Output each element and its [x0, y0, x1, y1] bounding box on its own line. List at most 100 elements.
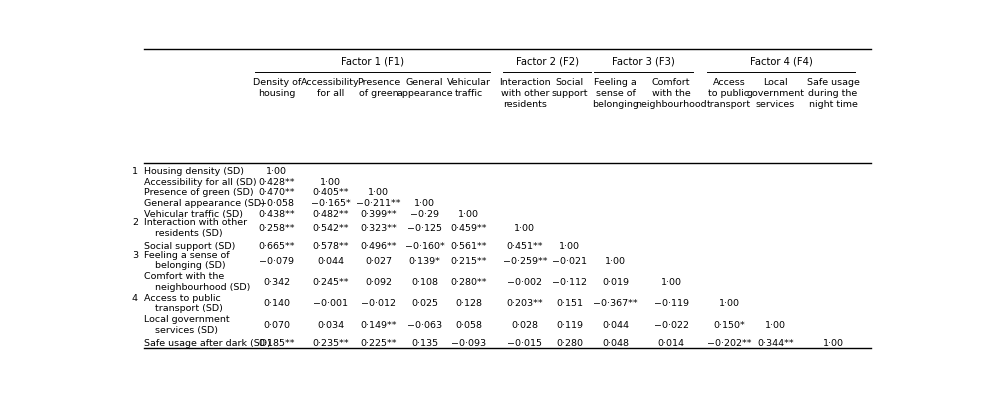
Text: 0·044: 0·044 [317, 256, 344, 265]
Text: 0·245**: 0·245** [312, 278, 349, 287]
Text: −0·022: −0·022 [654, 321, 689, 330]
Text: Social support (SD): Social support (SD) [143, 242, 235, 251]
Text: 0·438**: 0·438** [258, 210, 295, 219]
Text: 0·578**: 0·578** [312, 242, 349, 251]
Text: Access
to public
transport: Access to public transport [707, 78, 751, 109]
Text: −0·058: −0·058 [259, 199, 294, 208]
Text: transport (SD): transport (SD) [155, 304, 223, 313]
Text: 0·323**: 0·323** [360, 224, 397, 233]
Text: Vehicular
traffic: Vehicular traffic [446, 78, 491, 98]
Text: services (SD): services (SD) [155, 326, 218, 335]
Text: Social
support: Social support [552, 78, 587, 98]
Text: 0·034: 0·034 [317, 321, 344, 330]
Text: Presence of green (SD): Presence of green (SD) [143, 188, 253, 198]
Text: 0·451**: 0·451** [507, 242, 543, 251]
Text: 1·00: 1·00 [414, 199, 435, 208]
Text: 0·344**: 0·344** [756, 339, 793, 348]
Text: General appearance (SD): General appearance (SD) [143, 199, 264, 208]
Text: 3: 3 [132, 250, 138, 260]
Text: 0·215**: 0·215** [450, 256, 487, 265]
Text: 0·185**: 0·185** [258, 339, 295, 348]
Text: 0·135: 0·135 [412, 339, 438, 348]
Text: Interaction
with other
residents: Interaction with other residents [499, 78, 551, 109]
Text: 0·561**: 0·561** [450, 242, 487, 251]
Text: 0·280: 0·280 [556, 339, 583, 348]
Text: 0·470**: 0·470** [258, 188, 295, 198]
Text: 1·00: 1·00 [559, 242, 580, 251]
Text: −0·29: −0·29 [411, 210, 439, 219]
Text: 0·258**: 0·258** [258, 224, 295, 233]
Text: Safe usage
during the
night time: Safe usage during the night time [806, 78, 860, 109]
Text: 0·128: 0·128 [455, 299, 482, 308]
Text: 1·00: 1·00 [822, 339, 844, 348]
Text: 0·028: 0·028 [511, 321, 539, 330]
Text: 0·482**: 0·482** [312, 210, 349, 219]
Text: 1·00: 1·00 [320, 178, 341, 186]
Text: 0·150*: 0·150* [713, 321, 745, 330]
Text: −0·021: −0·021 [552, 256, 587, 265]
Text: Interaction with other: Interaction with other [143, 218, 247, 228]
Text: Factor 3 (F3): Factor 3 (F3) [612, 56, 675, 66]
Text: 0·542**: 0·542** [312, 224, 349, 233]
Text: 0·405**: 0·405** [312, 188, 349, 198]
Text: Factor 1 (F1): Factor 1 (F1) [341, 56, 405, 66]
Text: 0·665**: 0·665** [258, 242, 295, 251]
Text: −0·015: −0·015 [507, 339, 543, 348]
Text: −0·112: −0·112 [552, 278, 587, 287]
Text: Comfort with the: Comfort with the [143, 272, 224, 281]
Text: 1·00: 1·00 [605, 256, 626, 265]
Text: Comfort
with the
neighbourhood: Comfort with the neighbourhood [635, 78, 707, 109]
Text: 0·119: 0·119 [556, 321, 583, 330]
Text: 1·00: 1·00 [719, 299, 740, 308]
Text: Access to public: Access to public [143, 293, 221, 303]
Text: 0·428**: 0·428** [258, 178, 295, 186]
Text: General
appearance: General appearance [397, 78, 453, 98]
Text: 0·044: 0·044 [602, 321, 629, 330]
Text: −0·259**: −0·259** [503, 256, 547, 265]
Text: 1·00: 1·00 [266, 167, 287, 176]
Text: 0·496**: 0·496** [360, 242, 397, 251]
Text: −0·367**: −0·367** [593, 299, 638, 308]
Text: 0·019: 0·019 [602, 278, 629, 287]
Text: −0·001: −0·001 [313, 299, 348, 308]
Text: residents (SD): residents (SD) [155, 229, 223, 238]
Text: 0·048: 0·048 [602, 339, 629, 348]
Text: 1·00: 1·00 [514, 224, 536, 233]
Text: Housing density (SD): Housing density (SD) [143, 167, 244, 176]
Text: 1·00: 1·00 [368, 188, 389, 198]
Text: 1·00: 1·00 [458, 210, 479, 219]
Text: −0·160*: −0·160* [405, 242, 444, 251]
Text: −0·063: −0·063 [408, 321, 442, 330]
Text: 0·108: 0·108 [412, 278, 438, 287]
Text: −0·125: −0·125 [408, 224, 442, 233]
Text: 0·203**: 0·203** [507, 299, 543, 308]
Text: 0·225**: 0·225** [360, 339, 397, 348]
Text: Factor 2 (F2): Factor 2 (F2) [516, 56, 579, 66]
Text: −0·079: −0·079 [259, 256, 294, 265]
Text: 0·070: 0·070 [263, 321, 290, 330]
Text: 0·025: 0·025 [412, 299, 438, 308]
Text: 0·027: 0·027 [365, 256, 392, 265]
Text: 1·00: 1·00 [661, 278, 682, 287]
Text: 0·151: 0·151 [556, 299, 583, 308]
Text: Feeling a sense of: Feeling a sense of [143, 250, 230, 260]
Text: Feeling a
sense of
belonging: Feeling a sense of belonging [592, 78, 639, 109]
Text: −0·165*: −0·165* [311, 199, 351, 208]
Text: 0·139*: 0·139* [409, 256, 440, 265]
Text: 0·014: 0·014 [658, 339, 685, 348]
Text: −0·093: −0·093 [451, 339, 486, 348]
Text: Safe usage after dark (SD): Safe usage after dark (SD) [143, 339, 270, 348]
Text: belonging (SD): belonging (SD) [155, 261, 226, 270]
Text: 0·092: 0·092 [365, 278, 392, 287]
Text: −0·119: −0·119 [654, 299, 689, 308]
Text: Local government: Local government [143, 315, 230, 324]
Text: −0·211**: −0·211** [356, 199, 401, 208]
Text: Accessibility for all (SD): Accessibility for all (SD) [143, 178, 256, 186]
Text: 0·058: 0·058 [455, 321, 482, 330]
Text: 0·459**: 0·459** [450, 224, 487, 233]
Text: 1·00: 1·00 [764, 321, 785, 330]
Text: Density of
housing: Density of housing [252, 78, 301, 98]
Text: −0·012: −0·012 [361, 299, 396, 308]
Text: −0·202**: −0·202** [707, 339, 751, 348]
Text: Vehicular traffic (SD): Vehicular traffic (SD) [143, 210, 243, 219]
